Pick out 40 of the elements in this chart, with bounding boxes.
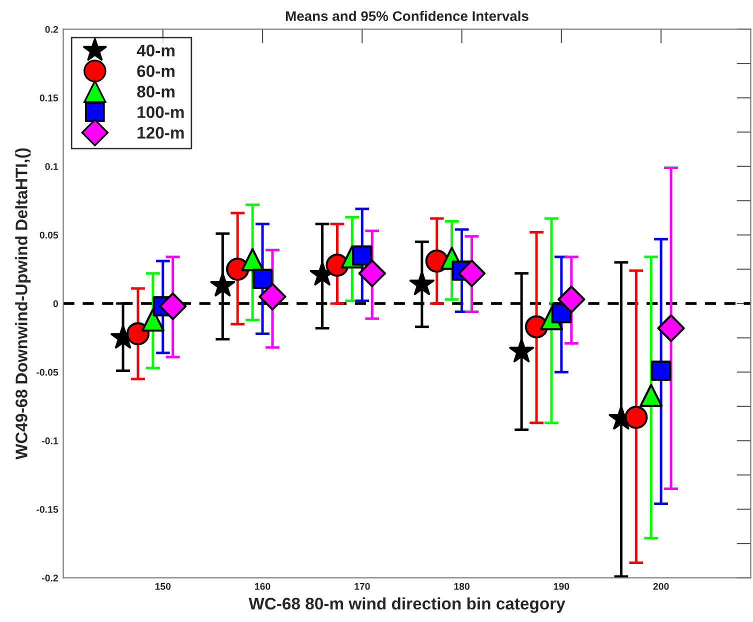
- point: [352, 245, 372, 266]
- legend-label: 80-m: [137, 86, 174, 98]
- x-tick-label: 170: [354, 582, 370, 590]
- x-tick-label: 180: [454, 582, 470, 590]
- point: [159, 292, 187, 320]
- y-tick-label: 0.1: [45, 163, 58, 170]
- legend-label: 120-m: [138, 126, 184, 139]
- chart-title: Means and 95% Confidence Intervals: [286, 10, 528, 22]
- y-axis-title: WC49-68 Downwind-Upwind DeltaHTI,(): [15, 148, 31, 460]
- y-tick-label: -0.15: [36, 506, 58, 513]
- point: [240, 248, 264, 272]
- point: [409, 271, 434, 296]
- legend-label: 40-m: [136, 44, 174, 56]
- point: [458, 260, 486, 288]
- point: [640, 384, 663, 408]
- x-axis-title: WC-68 80-m wind direction bin category: [248, 597, 566, 613]
- point: [126, 322, 150, 346]
- point: [657, 314, 685, 342]
- point: [509, 338, 534, 362]
- x-tick-label: 160: [255, 582, 270, 590]
- point: [558, 286, 586, 314]
- y-tick-label: -0.1: [42, 437, 58, 444]
- point: [141, 308, 164, 332]
- y-tick-label: 0.2: [45, 26, 58, 33]
- point: [358, 260, 386, 288]
- y-tick-label: 0.15: [40, 94, 58, 102]
- point: [210, 272, 236, 296]
- point: [650, 360, 672, 381]
- x-tick-label: 200: [653, 582, 669, 590]
- y-tick-label: 0.05: [40, 232, 58, 239]
- y-tick-label: -0.05: [36, 368, 58, 376]
- point: [252, 268, 273, 289]
- legend-label: 100-m: [138, 106, 184, 118]
- y-tick-label: 0: [53, 300, 58, 308]
- x-tick-label: 150: [155, 582, 171, 590]
- x-tick-label: 190: [554, 582, 570, 590]
- legend-label: 60-m: [137, 65, 174, 78]
- point: [258, 282, 286, 311]
- y-tick-label: -0.2: [42, 574, 58, 582]
- point: [624, 406, 648, 429]
